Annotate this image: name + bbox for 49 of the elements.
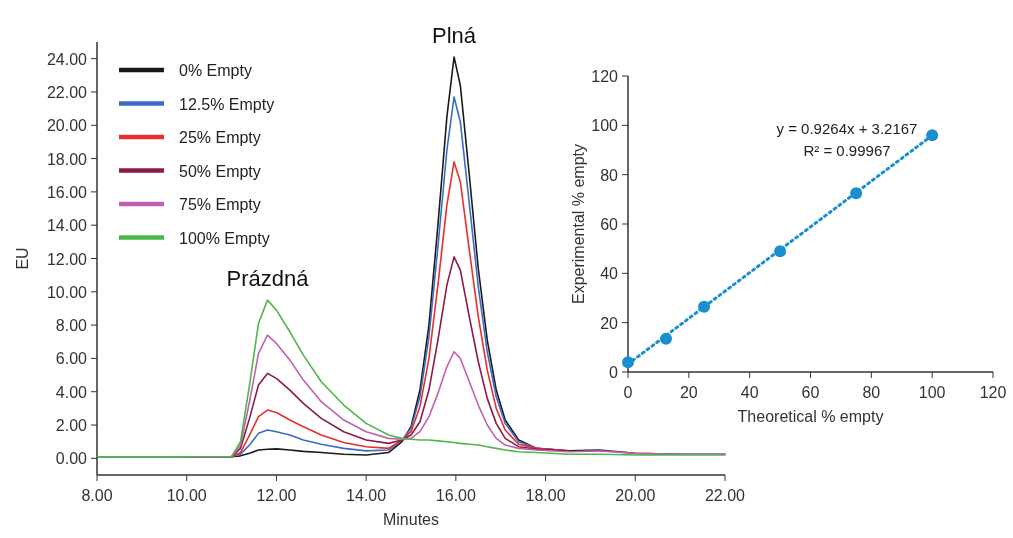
y-tick-label: 120: [591, 68, 619, 85]
y-tick-label: 0.00: [55, 450, 88, 468]
x-tick-label: 14.00: [346, 487, 387, 504]
legend-label: 75% Empty: [179, 196, 261, 213]
legend-label: 12.5% Empty: [179, 95, 275, 113]
x-tick-label: 80: [862, 384, 881, 401]
x-tick-label: 12.00: [256, 487, 297, 504]
y-tick-label: 20: [600, 314, 619, 332]
y-axis-title: EU: [14, 247, 31, 270]
y-tick-label: 10.00: [46, 283, 88, 301]
annotation: Prázdná: [226, 266, 310, 292]
y-tick-label: 2.00: [55, 417, 88, 435]
y-axis-title: Experimental % empty: [570, 143, 587, 305]
y-tick-label: 80: [600, 166, 619, 184]
y-tick-label: 4.00: [55, 383, 88, 401]
x-tick-label: 16.00: [435, 487, 476, 504]
annotation: Plná: [432, 22, 477, 48]
x-tick-label: 18.00: [525, 487, 566, 504]
annotation: y = 0.9264x + 3.2167: [776, 120, 918, 137]
x-tick-label: 22.00: [704, 487, 746, 504]
legend-label: 50% Empty: [179, 162, 261, 180]
y-tick-label: 60: [600, 216, 619, 233]
x-tick-label: 40: [740, 384, 759, 401]
x-tick-label: 10.00: [166, 487, 207, 504]
y-tick-label: 14.00: [46, 217, 88, 235]
y-tick-label: 8.00: [55, 317, 88, 335]
legend-label: 25% Empty: [179, 129, 261, 146]
legend-label: 0% Empty: [179, 62, 252, 79]
y-tick-label: 12.00: [46, 250, 88, 268]
x-tick-label: 20: [679, 384, 698, 401]
x-tick-label: 8.00: [81, 487, 113, 504]
y-tick-label: 0: [609, 364, 619, 381]
x-tick-label: 100: [918, 384, 946, 401]
x-tick-label: 0: [623, 384, 633, 401]
annotation: R² = 0.99967: [803, 142, 891, 159]
x-tick-label: 60: [801, 384, 820, 401]
x-tick-label: 20.00: [615, 487, 656, 504]
y-tick-label: 22.00: [46, 83, 88, 101]
y-tick-label: 24.00: [46, 50, 88, 68]
y-tick-label: 20.00: [46, 117, 88, 135]
legend-label: 100% Empty: [179, 229, 270, 247]
x-axis-title: Minutes: [382, 511, 440, 528]
y-tick-label: 40: [600, 265, 619, 283]
y-tick-label: 100: [591, 117, 619, 135]
x-tick-label: 120: [979, 384, 1007, 401]
y-tick-label: 6.00: [55, 350, 88, 368]
y-tick-label: 16.00: [46, 183, 88, 201]
y-tick-label: 18.00: [46, 150, 88, 168]
x-axis-title: Theoretical % empty: [737, 408, 884, 425]
